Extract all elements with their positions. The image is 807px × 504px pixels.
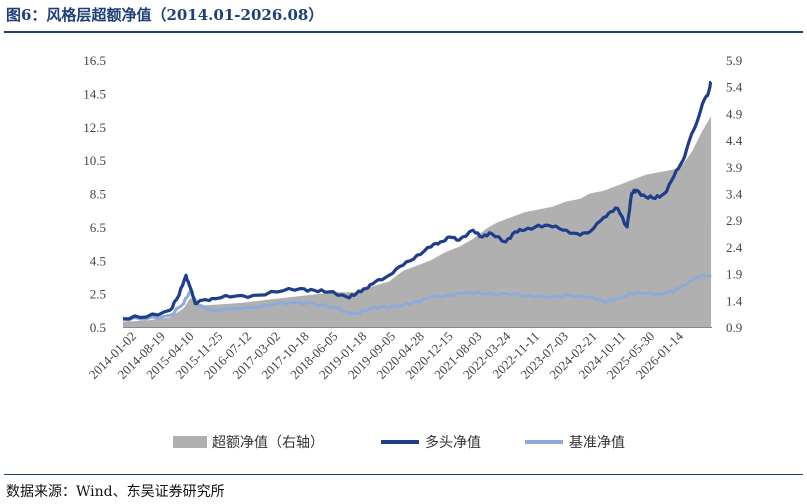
right-tick-label: 3.4 [726, 187, 743, 202]
left-tick-label: 8.5 [90, 187, 106, 202]
left-axis-ticks: 0.5 2.5 4.5 6.5 8.5 10.5 12.5 14.5 16.5 [83, 53, 106, 335]
left-tick-label: 4.5 [90, 253, 106, 268]
legend-item-long: 多头净值 [381, 434, 481, 451]
legend-item-excess: 超额净值（右轴） [173, 435, 324, 451]
title-rule [4, 31, 803, 33]
plot-area [122, 80, 713, 327]
source-note: 数据来源：Wind、东吴证券研究所 [6, 484, 225, 500]
legend-label-excess: 超额净值（右轴） [212, 435, 324, 451]
left-tick-label: 10.5 [83, 153, 106, 168]
right-tick-label: 0.9 [726, 320, 742, 335]
right-tick-label: 2.9 [726, 213, 742, 228]
x-axis-ticks: 2014-01-022014-08-192015-04-102015-11-25… [86, 328, 687, 382]
left-tick-label: 0.5 [90, 320, 106, 335]
right-tick-label: 5.4 [726, 80, 743, 95]
right-tick-label: 3.9 [726, 160, 742, 175]
long-nav-line [122, 80, 713, 321]
legend-item-benchmark: 基准净值 [525, 434, 625, 451]
figure-title: 图6：风格层超额净值（2014.01-2026.08） [6, 6, 324, 24]
left-tick-label: 16.5 [83, 53, 106, 68]
legend-swatch-excess [173, 436, 207, 448]
right-axis-ticks: 0.9 1.4 1.9 2.4 2.9 3.4 3.9 4.4 4.9 5.4 5.9 [726, 53, 743, 335]
chart-area: 0.5 2.5 4.5 6.5 8.5 10.5 12.5 14.5 16.5 0.9 1.4 1.… [83, 53, 743, 451]
right-tick-label: 4.9 [726, 106, 742, 121]
right-tick-label: 5.9 [726, 53, 742, 68]
benchmark-nav-line [122, 273, 712, 322]
left-tick-label: 6.5 [90, 220, 106, 235]
left-tick-label: 2.5 [90, 287, 106, 302]
legend-label-benchmark: 基准净值 [569, 434, 625, 451]
right-tick-label: 4.4 [726, 133, 743, 148]
legend-label-long: 多头净值 [425, 434, 481, 451]
legend: 超额净值（右轴） 多头净值 基准净值 [173, 434, 625, 451]
source-rule [4, 474, 803, 475]
left-tick-label: 14.5 [83, 86, 106, 101]
right-tick-label: 1.9 [726, 267, 742, 282]
right-tick-label: 2.4 [726, 240, 743, 255]
left-tick-label: 12.5 [83, 120, 106, 135]
right-tick-label: 1.4 [726, 293, 743, 308]
excess-nav-area [123, 116, 712, 327]
